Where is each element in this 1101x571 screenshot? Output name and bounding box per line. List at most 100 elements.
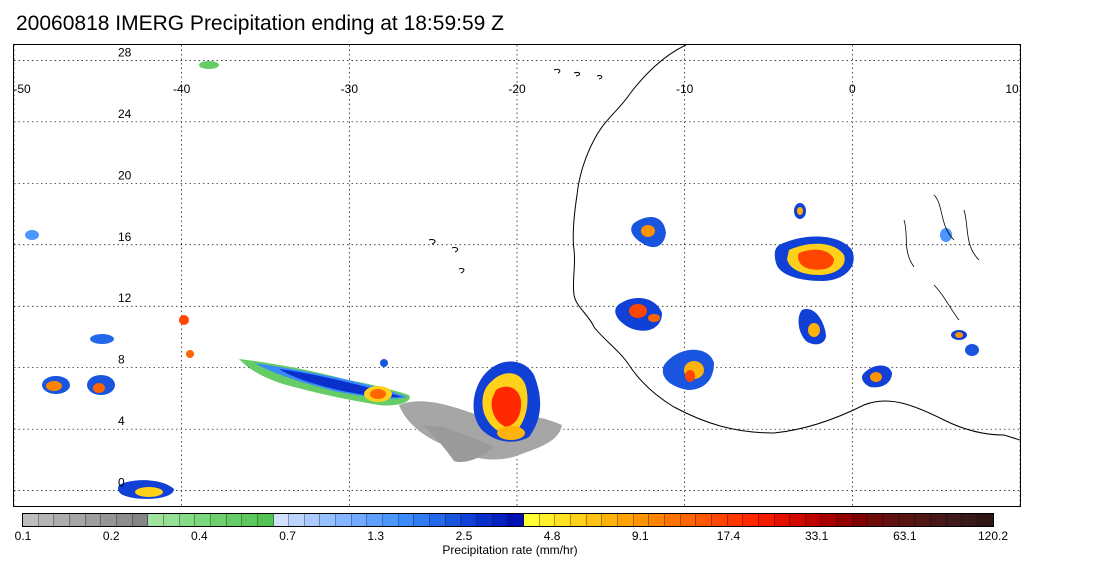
- colorbar-swatch: [821, 514, 838, 526]
- colorbar-tick: 17.4: [716, 529, 741, 543]
- colorbar-tick: 0.2: [102, 529, 120, 543]
- precip-cell-togo-core: [870, 372, 882, 382]
- colorbar-swatch: [774, 514, 791, 526]
- precip-cluster-20w-red: [491, 386, 522, 427]
- lon-tick-label: -20: [508, 82, 526, 96]
- colorbar-swatch: [116, 514, 133, 526]
- precip-cell-46w-b-core: [93, 383, 105, 393]
- colorbar-swatch: [445, 514, 462, 526]
- precip-gray-area-2: [422, 425, 494, 463]
- colorbar-swatch: [304, 514, 321, 526]
- precip-cell-liberia-core2: [685, 370, 695, 382]
- colorbar-swatch: [899, 514, 916, 526]
- lat-tick-label: 12: [118, 291, 132, 305]
- colorbar-swatch: [805, 514, 822, 526]
- colorbar-tick-labels: 0.1 0.2 0.4 0.7 1.3 2.5 4.8 9.1 17.4 33.1 63.1 120.…: [15, 529, 1008, 545]
- colorbar-swatch: [570, 514, 587, 526]
- colorbar-swatch: [539, 514, 556, 526]
- lat-tick-label: 16: [118, 230, 132, 244]
- colorbar-swatch: [758, 514, 775, 526]
- precip-cell-equator-core: [135, 487, 163, 497]
- precip-cell-small-3: [380, 359, 388, 367]
- colorbar-swatch: [602, 514, 618, 526]
- colorbar-swatch: [383, 514, 399, 526]
- colorbar-swatch: [179, 514, 196, 526]
- precip-cell-orange: [370, 389, 386, 399]
- colorbar-swatch: [289, 514, 305, 526]
- lat-tick-label: 20: [118, 168, 132, 182]
- colorbar-tick: 63.1: [893, 529, 917, 543]
- lat-tick-label: 0: [118, 476, 125, 490]
- colorbar-tick: 0.4: [191, 529, 208, 543]
- coastline: [428, 45, 1020, 441]
- colorbar-swatch: [101, 514, 117, 526]
- precip-cell-nigeria-3: [940, 228, 952, 242]
- colorbar-swatch: [163, 514, 180, 526]
- colorbar-tick: 33.1: [804, 529, 829, 543]
- lon-tick-label: -50: [14, 82, 31, 96]
- precip-cell-guinea-core2: [648, 314, 660, 322]
- colorbar-label: Precipitation rate (mm/hr): [442, 543, 578, 557]
- precipitation-colorbar: [22, 513, 994, 527]
- colorbar-swatch: [398, 514, 415, 526]
- colorbar-swatch: [54, 514, 70, 526]
- lon-tick-label: 10: [1005, 82, 1019, 96]
- colorbar-swatch: [195, 514, 211, 526]
- precip-cell-small-4: [199, 61, 219, 69]
- colorbar-swatch: [430, 514, 446, 526]
- precip-cell-nigeria-2: [965, 344, 979, 356]
- map-title: 20060818 IMERG Precipitation ending at 1…: [16, 12, 504, 35]
- precip-cell-small-2: [186, 350, 194, 358]
- colorbar-swatch: [743, 514, 759, 526]
- lat-tick-label: 24: [118, 107, 132, 121]
- lat-tick-label: 28: [118, 45, 132, 59]
- precip-cluster-mali-red: [798, 249, 834, 270]
- axis-labels: -50 -40 -30 -20 -10 0 10 28 24 20 16 12 8 4 0: [14, 45, 1019, 489]
- precip-cell-46w-a-core: [46, 381, 62, 391]
- colorbar-tick: 0.7: [279, 529, 296, 543]
- colorbar-swatch: [414, 514, 431, 526]
- coastline-cape-verde: [428, 239, 465, 274]
- colorbar-swatch: [461, 514, 478, 526]
- colorbar-swatch: [962, 514, 979, 526]
- colorbar-swatch: [696, 514, 712, 526]
- colorbar-swatch: [931, 514, 947, 526]
- colorbar-swatch: [649, 514, 665, 526]
- lon-tick-label: -10: [676, 82, 694, 96]
- colorbar-swatch: [242, 514, 258, 526]
- colorbar-swatch: [868, 514, 885, 526]
- precip-cell-small-1: [179, 315, 189, 325]
- colorbar-swatch: [38, 514, 55, 526]
- colorbar-tick: 0.1: [14, 529, 32, 543]
- precip-cell-mali-north-core: [797, 207, 803, 215]
- colorbar-swatch: [69, 514, 86, 526]
- lat-tick-label: 8: [118, 353, 125, 367]
- colorbar-swatch: [978, 514, 993, 526]
- map-canvas: -50 -40 -30 -20 -10 0 10 28 24 20 16 12 8 4 0: [14, 45, 1020, 506]
- colorbar-tick: 2.5: [455, 529, 473, 543]
- precip-cell-46w-c: [90, 334, 114, 344]
- colorbar-swatch: [852, 514, 869, 526]
- coastline-canaries: [553, 68, 603, 80]
- colorbar-swatch: [680, 514, 697, 526]
- colorbar-swatch: [226, 514, 243, 526]
- colorbar-swatch: [946, 514, 963, 526]
- precip-cell-burkina-core: [808, 323, 820, 337]
- colorbar-swatch: [508, 514, 524, 526]
- coastline-africa-west: [572, 45, 1020, 441]
- colorbar-swatch: [711, 514, 728, 526]
- colorbar-swatch: [367, 514, 384, 526]
- colorbar-swatch: [492, 514, 509, 526]
- colorbar-swatch: [617, 514, 634, 526]
- colorbar-swatch: [336, 514, 352, 526]
- border-lines: [903, 194, 980, 321]
- colorbar-swatch: [727, 514, 744, 526]
- colorbar-swatch: [664, 514, 681, 526]
- colorbar-swatch: [85, 514, 102, 526]
- precipitation-map: -50 -40 -30 -20 -10 0 10 28 24 20 16 12 8 4 0: [13, 44, 1021, 507]
- colorbar-swatch: [148, 514, 164, 526]
- colorbar-tick: 9.1: [631, 529, 649, 543]
- colorbar-swatch: [884, 514, 900, 526]
- colorbar-swatch: [257, 514, 274, 526]
- colorbar-swatch: [915, 514, 932, 526]
